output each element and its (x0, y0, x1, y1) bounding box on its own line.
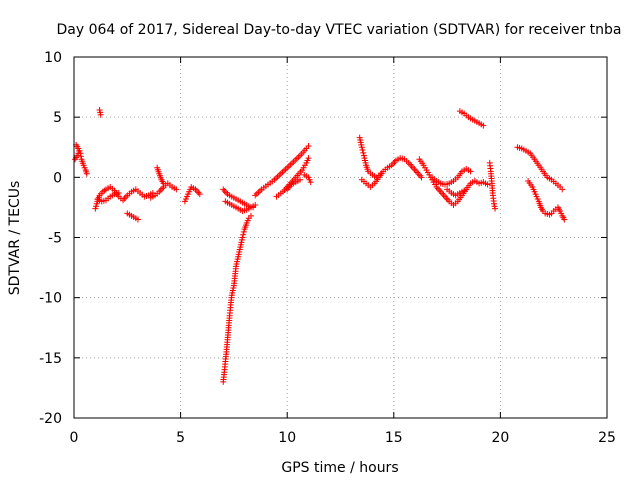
x-axis-label: GPS time / hours (281, 460, 398, 476)
data-point (305, 143, 312, 150)
data-point (255, 189, 262, 196)
grid (74, 57, 607, 418)
y-tick-label: -10 (39, 291, 62, 307)
data-point (276, 172, 283, 179)
data-point (173, 186, 180, 193)
data-point (480, 122, 487, 129)
data-point (559, 186, 566, 193)
y-tick-label: 0 (53, 170, 62, 186)
data-point (97, 111, 104, 118)
data-point (285, 163, 292, 170)
data-point (134, 216, 141, 223)
data-point (293, 155, 300, 162)
data-point (277, 170, 284, 177)
data-point (305, 155, 312, 162)
data-point (418, 174, 425, 181)
data-point (292, 157, 299, 164)
data-point (290, 158, 297, 165)
data-point (358, 144, 365, 151)
x-tick-label: 10 (278, 430, 296, 446)
data-point (281, 167, 288, 174)
data-point (240, 228, 247, 235)
y-tick-label: -20 (39, 411, 62, 427)
data-point (115, 189, 122, 196)
data-point (247, 212, 254, 219)
data-point (252, 192, 259, 199)
data-point (284, 164, 291, 171)
data-point (492, 205, 499, 212)
x-tick-label: 20 (491, 430, 509, 446)
axis-ticks: 0 5 10 15 20 25 -20 -15 -10 -5 0 5 10 (39, 50, 616, 446)
data-point (239, 234, 246, 241)
x-tick-label: 5 (176, 430, 185, 446)
data-point (359, 147, 366, 154)
data-point (461, 187, 468, 194)
data-point (83, 170, 90, 177)
data-point (296, 176, 303, 183)
data-point (561, 216, 568, 223)
data-point (252, 202, 259, 209)
chart-title: Day 064 of 2017, Sidereal Day-to-day VTE… (56, 22, 621, 38)
data-point (77, 153, 84, 160)
data-points (72, 106, 568, 385)
data-point (273, 175, 280, 182)
data-point (287, 161, 294, 168)
data-point (240, 231, 247, 238)
data-point (279, 169, 286, 176)
data-point (76, 147, 83, 154)
y-tick-label: -15 (39, 351, 62, 367)
data-point (274, 173, 281, 180)
plot-frame (73, 56, 608, 419)
y-axis-label: SDTVAR / TECUs (7, 181, 23, 296)
data-point (257, 187, 264, 194)
x-tick-label: 0 (70, 430, 79, 446)
data-point (282, 166, 289, 173)
data-point (160, 180, 167, 187)
data-point (307, 179, 314, 186)
data-point (196, 191, 203, 198)
y-tick-label: -5 (48, 231, 62, 247)
x-tick-label: 25 (598, 430, 616, 446)
data-point (484, 181, 491, 188)
data-point (288, 160, 295, 167)
x-tick-label: 15 (385, 430, 403, 446)
data-point (467, 168, 474, 175)
y-tick-label: 5 (53, 110, 62, 126)
data-point (360, 149, 367, 156)
data-point (253, 190, 260, 197)
y-tick-label: 10 (44, 50, 62, 66)
data-point (295, 154, 302, 161)
